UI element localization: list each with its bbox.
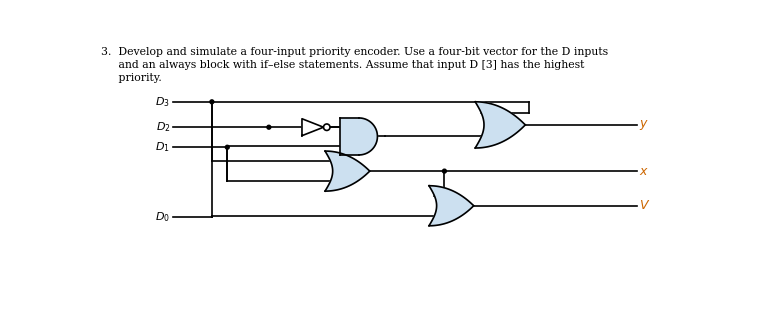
- Text: $V$: $V$: [639, 199, 650, 212]
- Circle shape: [210, 100, 214, 104]
- Polygon shape: [340, 118, 377, 155]
- Circle shape: [323, 124, 330, 130]
- Text: $D_2$: $D_2$: [156, 120, 170, 134]
- Text: $x$: $x$: [639, 164, 649, 178]
- Text: $y$: $y$: [639, 118, 649, 132]
- Text: $D_3$: $D_3$: [155, 95, 170, 109]
- Text: $D_1$: $D_1$: [155, 140, 170, 154]
- Circle shape: [267, 125, 271, 129]
- Text: priority.: priority.: [101, 73, 162, 83]
- Polygon shape: [475, 102, 525, 148]
- Polygon shape: [325, 151, 369, 191]
- Text: $D_0$: $D_0$: [155, 210, 170, 224]
- Polygon shape: [302, 119, 323, 136]
- Text: and an always block with if–else statements. Assume that input D [3] has the hig: and an always block with if–else stateme…: [101, 60, 584, 70]
- Circle shape: [442, 169, 446, 173]
- Polygon shape: [429, 186, 474, 226]
- Text: 3.  Develop and simulate a four-input priority encoder. Use a four-bit vector fo: 3. Develop and simulate a four-input pri…: [101, 47, 608, 57]
- Circle shape: [225, 145, 229, 149]
